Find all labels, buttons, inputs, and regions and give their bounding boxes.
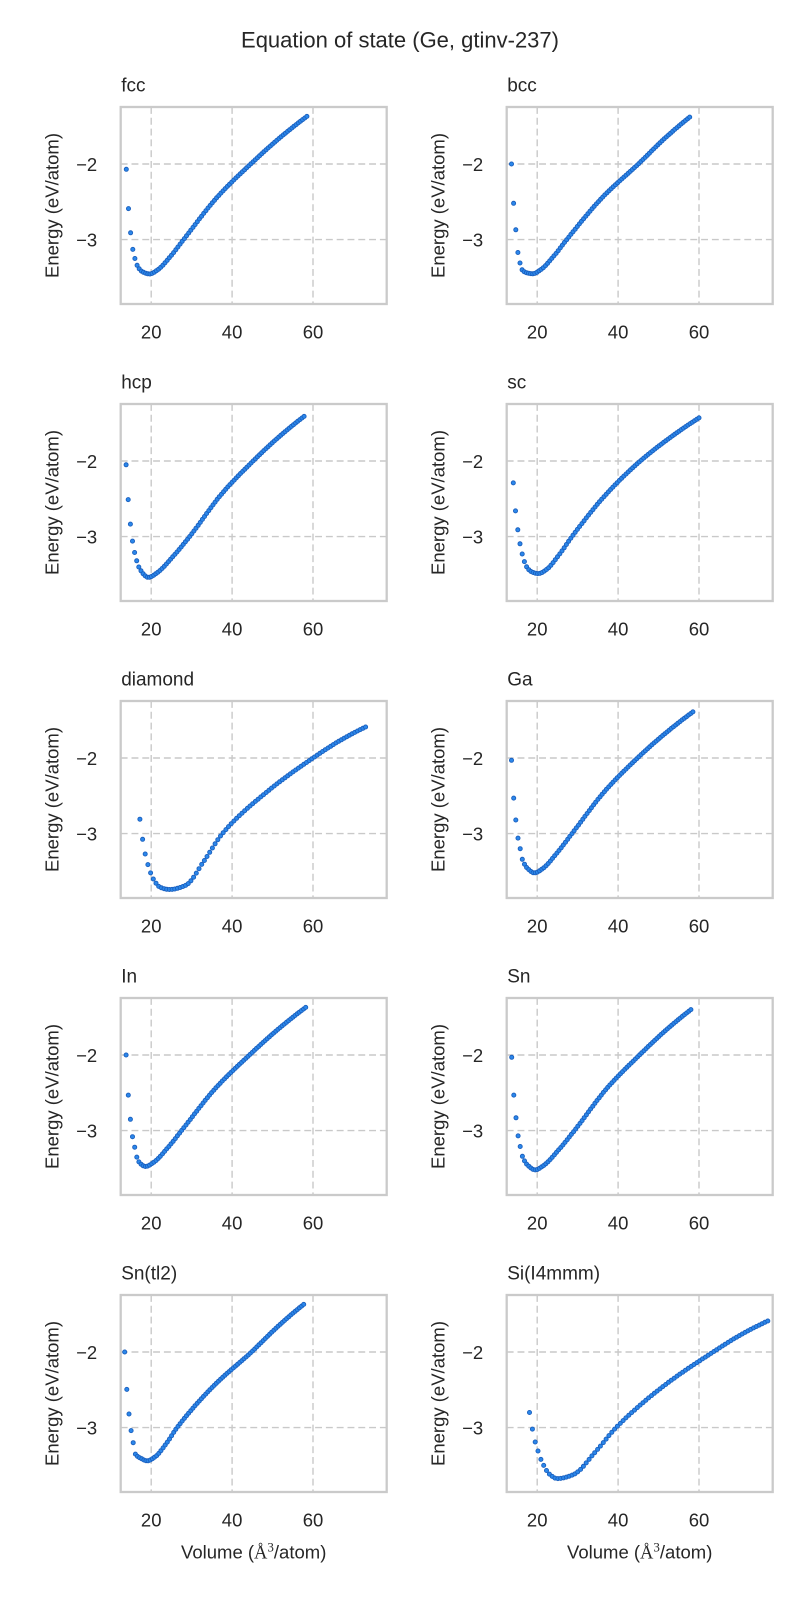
- svg-text:−3: −3: [76, 1418, 97, 1439]
- svg-text:20: 20: [527, 619, 548, 640]
- svg-text:20: 20: [527, 1213, 548, 1234]
- svg-text:In: In: [121, 967, 137, 988]
- svg-text:60: 60: [303, 322, 324, 343]
- svg-text:Sn: Sn: [507, 967, 530, 988]
- svg-text:−2: −2: [76, 748, 97, 769]
- svg-text:−3: −3: [462, 230, 483, 251]
- svg-text:Energy (eV/atom): Energy (eV/atom): [428, 1321, 449, 1466]
- svg-text:−3: −3: [462, 527, 483, 548]
- svg-text:20: 20: [141, 619, 162, 640]
- svg-text:20: 20: [141, 916, 162, 937]
- svg-text:Energy (eV/atom): Energy (eV/atom): [42, 727, 63, 872]
- svg-text:−3: −3: [462, 824, 483, 845]
- svg-text:Equation of state (Ge, gtinv-2: Equation of state (Ge, gtinv-237): [241, 28, 559, 53]
- svg-text:40: 40: [608, 916, 629, 937]
- svg-text:40: 40: [222, 1510, 243, 1531]
- svg-text:20: 20: [527, 1510, 548, 1531]
- svg-text:Sn(tl2): Sn(tl2): [121, 1264, 177, 1285]
- svg-text:−2: −2: [76, 451, 97, 472]
- svg-text:−2: −2: [462, 451, 483, 472]
- svg-text:Energy (eV/atom): Energy (eV/atom): [428, 430, 449, 575]
- svg-text:Energy (eV/atom): Energy (eV/atom): [428, 727, 449, 872]
- svg-text:40: 40: [608, 619, 629, 640]
- svg-text:bcc: bcc: [507, 76, 537, 97]
- svg-text:20: 20: [527, 916, 548, 937]
- svg-text:fcc: fcc: [121, 76, 145, 97]
- svg-text:40: 40: [608, 1510, 629, 1531]
- svg-text:40: 40: [608, 1213, 629, 1234]
- svg-text:Energy (eV/atom): Energy (eV/atom): [42, 430, 63, 575]
- svg-text:60: 60: [689, 1510, 710, 1531]
- svg-text:−2: −2: [76, 154, 97, 175]
- svg-text:hcp: hcp: [121, 373, 152, 394]
- svg-text:−3: −3: [76, 824, 97, 845]
- svg-text:−2: −2: [462, 1342, 483, 1363]
- svg-text:Energy (eV/atom): Energy (eV/atom): [42, 1024, 63, 1169]
- svg-text:Energy (eV/atom): Energy (eV/atom): [42, 133, 63, 278]
- svg-text:sc: sc: [507, 373, 526, 394]
- svg-text:Ga: Ga: [507, 670, 533, 691]
- svg-text:−3: −3: [76, 230, 97, 251]
- svg-text:60: 60: [303, 1213, 324, 1234]
- svg-text:Volume (Å3/atom): Volume (Å3/atom): [567, 1540, 712, 1564]
- svg-text:20: 20: [141, 322, 162, 343]
- svg-text:40: 40: [222, 916, 243, 937]
- svg-text:−3: −3: [462, 1418, 483, 1439]
- svg-text:Energy (eV/atom): Energy (eV/atom): [42, 1321, 63, 1466]
- svg-text:−2: −2: [462, 1045, 483, 1066]
- svg-text:20: 20: [141, 1510, 162, 1531]
- svg-text:40: 40: [608, 322, 629, 343]
- svg-text:−2: −2: [76, 1045, 97, 1066]
- svg-text:20: 20: [141, 1213, 162, 1234]
- svg-text:60: 60: [689, 619, 710, 640]
- svg-text:40: 40: [222, 322, 243, 343]
- svg-text:60: 60: [303, 619, 324, 640]
- svg-text:Energy (eV/atom): Energy (eV/atom): [428, 1024, 449, 1169]
- svg-text:Si(I4mmm): Si(I4mmm): [507, 1264, 600, 1285]
- svg-text:Energy (eV/atom): Energy (eV/atom): [428, 133, 449, 278]
- svg-text:diamond: diamond: [121, 670, 194, 691]
- svg-text:−2: −2: [462, 154, 483, 175]
- svg-text:Volume (Å3/atom): Volume (Å3/atom): [181, 1540, 326, 1564]
- svg-text:60: 60: [689, 322, 710, 343]
- svg-text:60: 60: [303, 916, 324, 937]
- svg-text:40: 40: [222, 1213, 243, 1234]
- svg-text:60: 60: [689, 916, 710, 937]
- svg-text:40: 40: [222, 619, 243, 640]
- svg-text:−3: −3: [76, 527, 97, 548]
- svg-text:60: 60: [689, 1213, 710, 1234]
- svg-text:60: 60: [303, 1510, 324, 1531]
- svg-text:−3: −3: [76, 1121, 97, 1142]
- svg-text:−2: −2: [462, 748, 483, 769]
- svg-text:−2: −2: [76, 1342, 97, 1363]
- svg-text:−3: −3: [462, 1121, 483, 1142]
- svg-text:20: 20: [527, 322, 548, 343]
